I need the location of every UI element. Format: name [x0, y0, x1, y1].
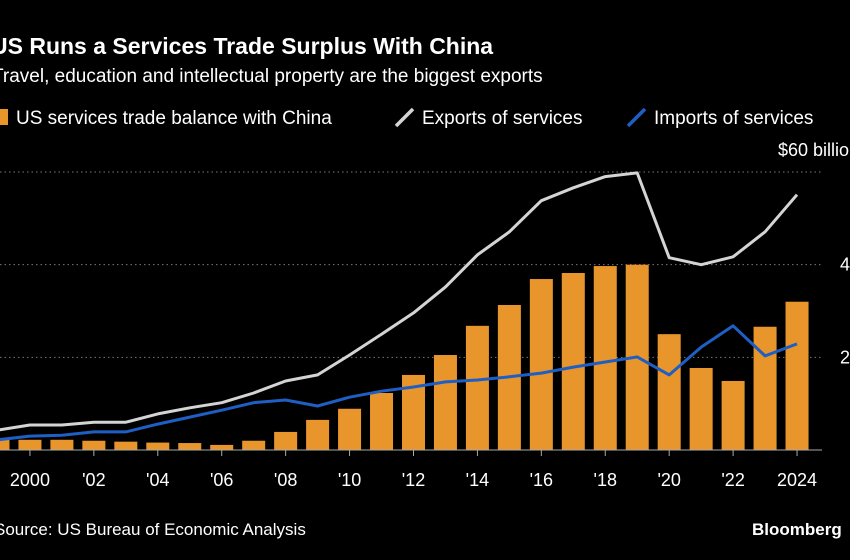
source: Source: US Bureau of Economic Analysis — [0, 520, 306, 539]
bar — [210, 444, 234, 450]
y-tick-label: $60 billion — [778, 140, 850, 160]
chart-subtitle: Travel, education and intellectual prope… — [0, 66, 543, 87]
legend-label: Imports of services — [654, 108, 813, 129]
bar — [242, 440, 266, 450]
x-tick-label: '06 — [210, 470, 233, 490]
x-tick-label: '08 — [274, 470, 297, 490]
bar — [561, 273, 585, 450]
bar — [114, 441, 138, 450]
line-series — [0, 324, 798, 442]
y-tick-label: 40 — [840, 255, 850, 275]
x-tick-label: '04 — [146, 470, 169, 490]
bar — [50, 439, 74, 450]
bar — [82, 440, 106, 450]
x-tick-label: '12 — [402, 470, 425, 490]
bar — [657, 334, 681, 450]
x-tick-label: '18 — [594, 470, 617, 490]
legend-swatch — [0, 109, 8, 125]
x-tick-label: 2024 — [777, 470, 817, 490]
bar — [401, 374, 425, 450]
bar — [465, 325, 489, 450]
x-tick-label: '10 — [338, 470, 361, 490]
x-tick-label: '22 — [721, 470, 744, 490]
x-tick-label: '16 — [530, 470, 553, 490]
bar — [306, 419, 330, 450]
bar — [338, 408, 362, 450]
bar — [18, 439, 42, 450]
bar — [178, 443, 202, 450]
x-tick-label: '20 — [657, 470, 680, 490]
legend-label: Exports of services — [422, 108, 583, 129]
bar — [593, 266, 617, 450]
legend-swatch — [626, 107, 647, 128]
chart-title: US Runs a Services Trade Surplus With Ch… — [0, 33, 493, 59]
line-series — [0, 171, 799, 432]
x-tick-label: '14 — [466, 470, 489, 490]
credit: Bloomberg — [752, 520, 842, 539]
x-tick-label: 2000 — [10, 470, 50, 490]
bar — [689, 367, 713, 450]
x-tick-label: '02 — [82, 470, 105, 490]
legend-swatch — [394, 107, 415, 128]
y-tick-label: 20 — [840, 347, 850, 367]
bar — [785, 301, 809, 450]
bar — [433, 355, 457, 450]
bar — [0, 439, 10, 450]
bar — [529, 279, 553, 450]
bar — [753, 326, 777, 450]
legend-label: US services trade balance with China — [16, 108, 332, 129]
bar — [146, 442, 170, 450]
bar — [274, 431, 298, 450]
bar — [721, 380, 745, 450]
bar — [370, 393, 394, 450]
